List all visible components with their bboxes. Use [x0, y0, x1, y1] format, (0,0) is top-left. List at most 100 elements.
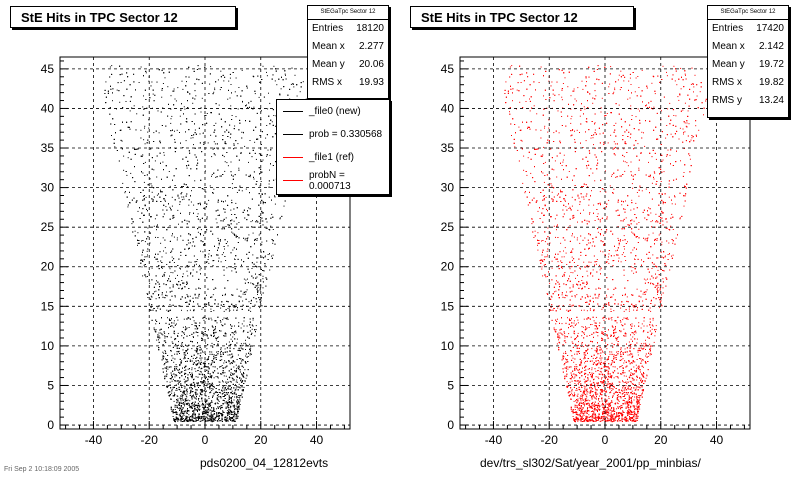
data-point [181, 335, 183, 337]
data-point [225, 335, 227, 337]
data-point [201, 332, 202, 334]
data-point [199, 347, 201, 348]
data-point [180, 109, 182, 111]
data-point [173, 400, 175, 402]
data-point [142, 199, 143, 201]
data-point [210, 66, 212, 68]
data-point [210, 404, 212, 406]
data-point [215, 337, 216, 339]
data-point [215, 331, 217, 333]
data-point [262, 281, 264, 283]
data-point [212, 415, 214, 417]
data-point [157, 337, 159, 339]
data-point [123, 80, 125, 82]
data-point [222, 385, 224, 387]
data-point [249, 307, 251, 309]
data-point [171, 411, 173, 412]
data-point [154, 94, 156, 96]
data-point [143, 95, 144, 97]
data-point [233, 309, 235, 311]
data-point [279, 94, 281, 96]
data-point [227, 417, 229, 419]
data-point [171, 256, 173, 258]
data-point [195, 370, 197, 372]
data-point [104, 93, 106, 94]
data-point [113, 138, 115, 140]
data-point [178, 388, 180, 390]
data-point [185, 140, 187, 142]
data-point [144, 125, 146, 127]
data-point [178, 401, 180, 403]
data-point [279, 217, 281, 219]
data-point [187, 283, 188, 285]
data-point [208, 402, 210, 404]
data-point [239, 399, 241, 401]
data-point [149, 178, 151, 180]
data-point [263, 96, 265, 98]
data-point [224, 402, 226, 404]
data-point [224, 372, 226, 374]
data-point [227, 354, 229, 356]
data-point [163, 154, 165, 156]
data-point [156, 280, 157, 282]
data-point [253, 297, 255, 299]
data-point [233, 420, 235, 422]
data-point [169, 381, 171, 383]
data-point [214, 87, 216, 89]
data-point [250, 221, 252, 223]
data-point [217, 247, 219, 249]
data-point [272, 242, 274, 244]
data-point [230, 338, 232, 340]
data-point [141, 266, 143, 268]
data-point [136, 148, 138, 150]
data-point [176, 237, 178, 239]
data-point [238, 167, 240, 169]
data-point [193, 379, 194, 381]
data-point [192, 414, 194, 416]
data-point [186, 318, 188, 320]
data-point [144, 161, 146, 163]
data-point [234, 420, 236, 422]
data-point [201, 398, 203, 400]
data-point [116, 108, 117, 110]
data-point [272, 229, 274, 230]
data-point [182, 396, 183, 398]
data-point [165, 252, 167, 254]
data-point [205, 255, 206, 256]
data-point [215, 176, 217, 178]
data-point [224, 419, 225, 421]
data-point [184, 387, 186, 389]
data-point [248, 234, 250, 236]
data-point [211, 319, 213, 321]
data-point [265, 228, 267, 229]
data-point [184, 382, 186, 384]
data-point [183, 354, 185, 356]
data-point [188, 288, 190, 289]
data-point [293, 86, 295, 88]
data-point [213, 260, 215, 261]
data-point [224, 161, 226, 163]
data-point [231, 396, 233, 398]
data-point [142, 172, 144, 174]
data-point [161, 178, 162, 180]
data-point [253, 171, 255, 173]
data-point [225, 406, 227, 408]
data-point [231, 183, 233, 185]
data-point [165, 336, 167, 338]
data-point [206, 113, 208, 114]
data-point [200, 418, 202, 420]
data-point [233, 144, 235, 146]
data-point [254, 152, 256, 154]
data-point [173, 258, 175, 260]
data-point [176, 366, 178, 368]
data-point [200, 391, 202, 393]
data-point [144, 175, 146, 176]
data-point [229, 385, 231, 387]
data-point [129, 84, 131, 86]
data-point [199, 401, 201, 403]
data-point [164, 77, 166, 79]
data-point [172, 387, 174, 389]
data-point [206, 409, 208, 411]
data-point [171, 409, 173, 411]
